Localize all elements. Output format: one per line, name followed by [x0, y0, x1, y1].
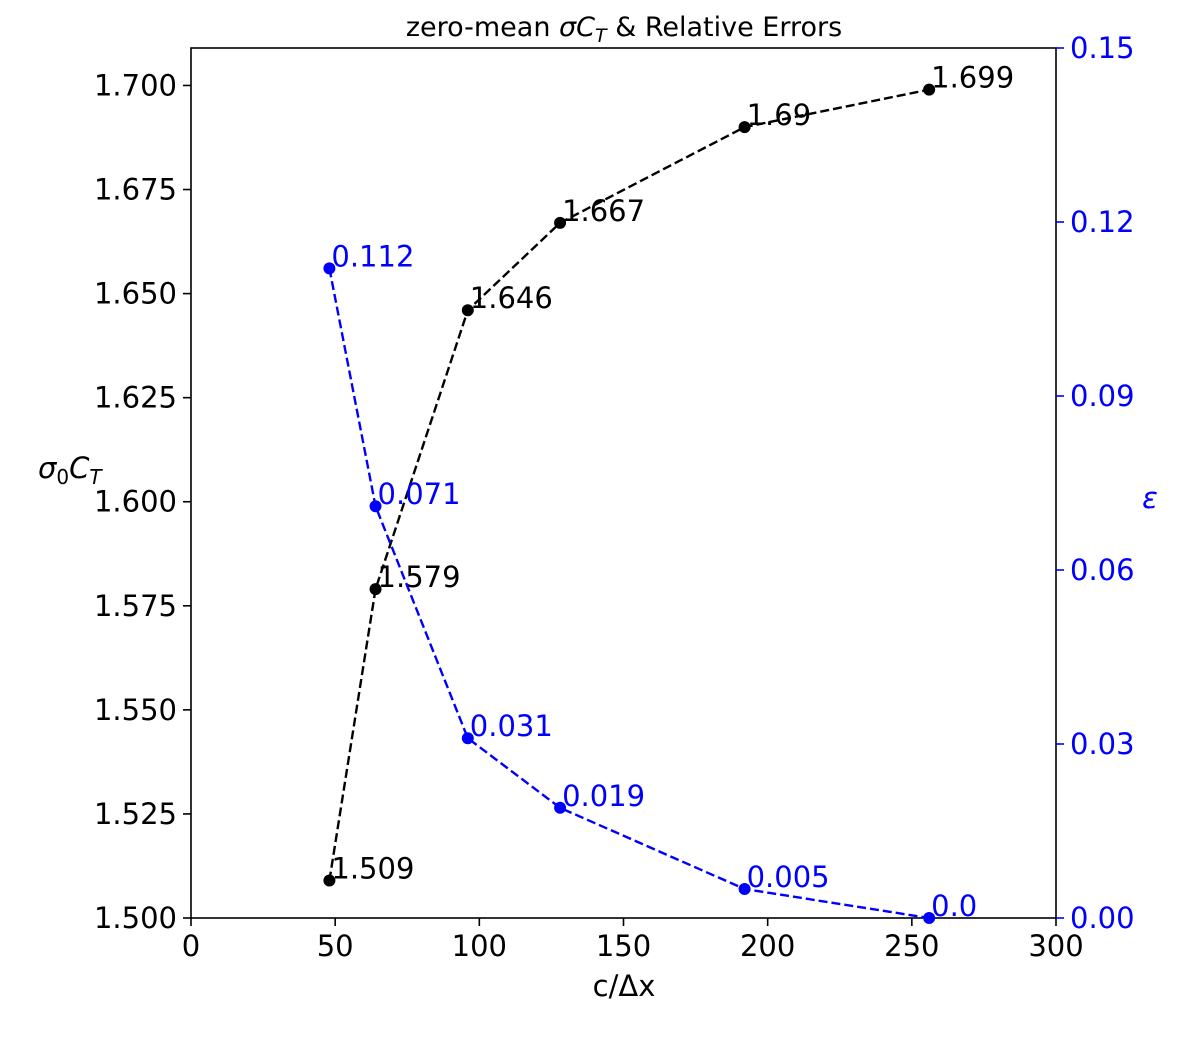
- y-tick-label-left: 1.700: [94, 68, 177, 102]
- data-label-left: 1.69: [747, 98, 812, 132]
- y-tick-label-right: 0.15: [1070, 31, 1135, 65]
- data-label-left: 1.579: [378, 560, 461, 594]
- x-tick-label: 300: [1028, 929, 1083, 963]
- y-tick-label-right: 0.00: [1070, 901, 1135, 935]
- x-tick-label: 0: [182, 929, 200, 963]
- y-tick-label-left: 1.650: [94, 277, 177, 311]
- y-axis-label-right: ε: [1142, 481, 1158, 515]
- y-tick-label-left: 1.600: [94, 485, 177, 519]
- x-tick-label: 100: [452, 929, 507, 963]
- data-label-right: 0.019: [562, 779, 645, 813]
- data-label-right: 0.031: [470, 709, 553, 743]
- chart-title: zero-mean σCT & Relative Errors: [406, 12, 842, 47]
- plot-area: 0 50 100 150 200 250 300 1.500 1.525 1.550 1.575 1.…: [94, 31, 1135, 963]
- data-label-right: 0.005: [747, 860, 830, 894]
- y-tick-label-left: 1.550: [94, 693, 177, 727]
- data-point-right: [369, 500, 382, 513]
- y-tick-label-right: 0.09: [1070, 379, 1135, 413]
- data-point-left: [738, 121, 751, 134]
- data-point-left: [323, 874, 336, 887]
- data-label-left: 1.667: [562, 194, 645, 228]
- data-label-right: 0.112: [331, 239, 414, 273]
- data-point-right: [323, 262, 336, 275]
- data-label-right: 0.0: [931, 889, 977, 923]
- data-label-left: 1.699: [931, 61, 1014, 95]
- x-tick-label: 150: [596, 929, 651, 963]
- data-point-left: [554, 216, 567, 229]
- x-tick-label: 50: [317, 929, 354, 963]
- data-label-left: 1.646: [470, 281, 553, 315]
- series-line-right: [328, 268, 930, 920]
- y-tick-label-left: 1.500: [94, 901, 177, 935]
- x-axis-label: c/Δx: [593, 969, 656, 1003]
- data-point-right: [461, 732, 474, 745]
- y-tick-label-left: 1.675: [94, 173, 177, 207]
- x-tick-label: 250: [884, 929, 939, 963]
- y-tick-label-left: 1.525: [94, 797, 177, 831]
- y-axis-label-left: σ0CT: [38, 451, 103, 489]
- data-point-right: [554, 801, 567, 814]
- data-point-right: [738, 883, 751, 895]
- data-label-left: 1.509: [331, 852, 414, 886]
- y-tick-label-right: 0.03: [1070, 727, 1135, 761]
- data-point-left: [461, 304, 474, 317]
- x-tick-label: 200: [740, 929, 795, 963]
- data-label-right: 0.071: [378, 477, 461, 511]
- data-point-right: [923, 912, 936, 924]
- series-line-left: [328, 88, 930, 881]
- y-tick-label-right: 0.06: [1070, 553, 1135, 587]
- y-tick-label-right: 0.12: [1070, 205, 1135, 239]
- y-tick-label-left: 1.575: [94, 589, 177, 623]
- data-point-left: [369, 583, 382, 596]
- y-tick-label-left: 1.625: [94, 381, 177, 415]
- data-point-left: [923, 83, 936, 96]
